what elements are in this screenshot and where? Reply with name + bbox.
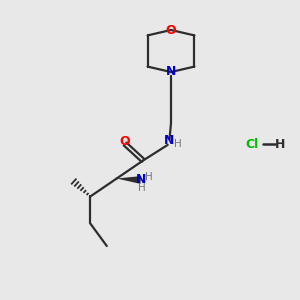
Polygon shape xyxy=(117,176,141,184)
Text: N: N xyxy=(164,134,175,148)
Text: N: N xyxy=(166,65,176,79)
Text: O: O xyxy=(119,135,130,148)
Text: N: N xyxy=(136,173,146,187)
Text: H: H xyxy=(174,139,182,149)
Text: H: H xyxy=(138,183,146,194)
Text: Cl: Cl xyxy=(245,137,259,151)
Text: H: H xyxy=(275,137,286,151)
Text: H: H xyxy=(145,172,153,182)
Text: O: O xyxy=(166,23,176,37)
